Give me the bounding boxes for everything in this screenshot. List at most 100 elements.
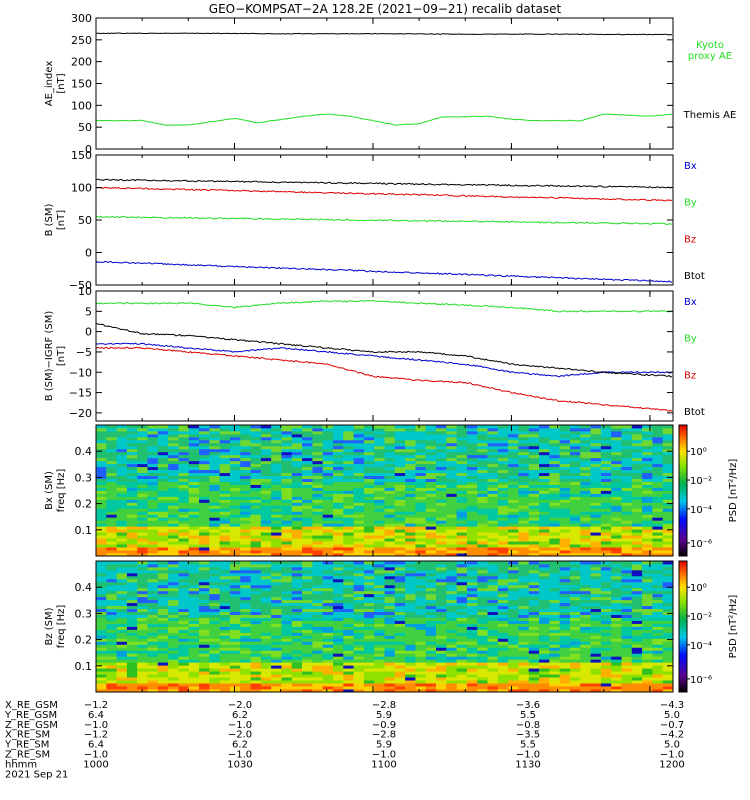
spectrogram-cell	[580, 683, 591, 687]
spectrogram-cell	[106, 436, 117, 441]
spectrogram-cell	[219, 445, 231, 450]
spectrogram-cell	[168, 659, 179, 663]
spectrogram-cell	[260, 538, 272, 542]
spectrogram-cell	[436, 668, 447, 672]
spectrogram-cell	[322, 445, 334, 450]
spectrogram-cell	[147, 596, 159, 601]
spectrogram-cell	[302, 463, 313, 468]
spectrogram-cell	[497, 436, 509, 441]
spectrogram-cell	[487, 553, 499, 557]
spectrogram-cell	[600, 650, 612, 654]
spectrogram-cell	[642, 463, 653, 468]
spectrogram-cell	[291, 656, 303, 660]
spectrogram-cell	[621, 626, 633, 630]
spectrogram-cell	[219, 572, 231, 577]
spectrogram-cell	[415, 599, 427, 604]
spectrogram-cell	[436, 602, 447, 607]
spectrogram-cell	[188, 569, 200, 574]
spectrogram-cell	[384, 526, 396, 530]
spectrogram-cell	[549, 550, 561, 554]
spectrogram-cell	[374, 433, 385, 438]
spectrogram-cell	[384, 538, 396, 542]
spectrogram-cell	[374, 523, 385, 527]
spectrogram-cell	[569, 502, 581, 506]
spectrogram-cell	[322, 550, 334, 554]
spectrogram-cell	[466, 484, 478, 488]
spectrogram-cell	[96, 425, 107, 429]
spectrogram-cell	[353, 611, 365, 615]
spectrogram-cell	[600, 505, 612, 509]
spectrogram-cell	[569, 499, 581, 503]
spectrogram-cell	[343, 514, 354, 518]
spectrogram-cell	[549, 496, 561, 500]
spectrogram-cell	[642, 553, 653, 557]
spectrogram-cell	[126, 526, 138, 530]
spectrogram-cell	[384, 620, 396, 624]
spectrogram-cell	[528, 635, 540, 639]
spectrogram-cell	[580, 502, 591, 506]
spectrogram-cell	[240, 466, 251, 471]
spectrogram-cell	[106, 561, 117, 565]
spectrogram-cell	[415, 596, 427, 601]
spectrogram-cell	[611, 466, 622, 471]
spectrogram-cell	[106, 517, 117, 521]
spectrogram-cell	[240, 439, 251, 444]
spectrogram-cell	[332, 490, 344, 494]
spectrogram-cell	[126, 448, 138, 453]
spectrogram-cell	[415, 587, 427, 592]
spectrogram-cell	[446, 502, 458, 506]
spectrogram-cell	[229, 629, 241, 633]
spectrogram-cell	[157, 593, 169, 598]
spectrogram-cell	[209, 623, 221, 627]
spectrogram-cell	[477, 448, 488, 453]
spectrogram-cell	[157, 686, 169, 690]
spectrogram-cell	[116, 665, 128, 669]
spectrogram-cell	[662, 436, 674, 441]
spectrogram-cell	[219, 523, 231, 527]
spectrogram-cell	[240, 508, 251, 512]
spectrogram-cell	[528, 638, 540, 642]
spectrogram-cell	[209, 427, 221, 432]
spectrogram-cell	[116, 617, 128, 621]
spectrogram-cell	[96, 602, 107, 607]
spectrogram-cell	[353, 608, 365, 613]
spectrogram-cell	[353, 650, 365, 654]
spectrogram-cell	[415, 430, 427, 435]
spectrogram-cell	[436, 611, 447, 615]
spectrogram-cell	[312, 629, 324, 633]
spectrogram-cell	[209, 650, 221, 654]
spectrogram-cell	[611, 496, 622, 500]
spectrogram-cell	[126, 578, 138, 583]
spectrogram-cell	[528, 581, 540, 586]
spectrogram-cell	[229, 680, 241, 684]
spectrogram-cell	[487, 656, 499, 660]
spectrogram-cell	[477, 457, 488, 462]
spectrogram-cell	[405, 561, 416, 565]
spectrogram-cell	[137, 445, 148, 450]
spectrogram-cell	[508, 511, 519, 515]
spectrogram-cell	[559, 457, 571, 462]
spectrogram-cell	[394, 641, 406, 645]
spectrogram-cell	[126, 635, 138, 639]
spectrogram-cell	[569, 632, 581, 636]
spectrogram-cell	[477, 614, 488, 618]
spectrogram-cell	[446, 602, 458, 607]
spectrogram-cell	[332, 593, 344, 598]
spectrogram-cell	[590, 671, 602, 675]
spectrogram-cell	[611, 532, 622, 536]
spectrogram-cell	[96, 662, 107, 666]
spectrogram-cell	[312, 469, 324, 474]
spectrogram-cell	[353, 599, 365, 604]
spectrogram-cell	[312, 526, 324, 530]
spectrogram-cell	[188, 526, 200, 530]
spectrogram-cell	[199, 550, 210, 554]
spectrogram-cell	[281, 674, 293, 678]
spectrogram-cell	[322, 593, 334, 598]
spectrogram-cell	[343, 508, 354, 512]
spectrogram-cell	[116, 632, 128, 636]
spectrogram-cell	[569, 650, 581, 654]
spectrogram-cell	[363, 686, 375, 690]
spectrogram-cell	[157, 611, 169, 615]
spectrogram-cell	[528, 563, 540, 568]
spectrogram-cell	[466, 517, 478, 521]
